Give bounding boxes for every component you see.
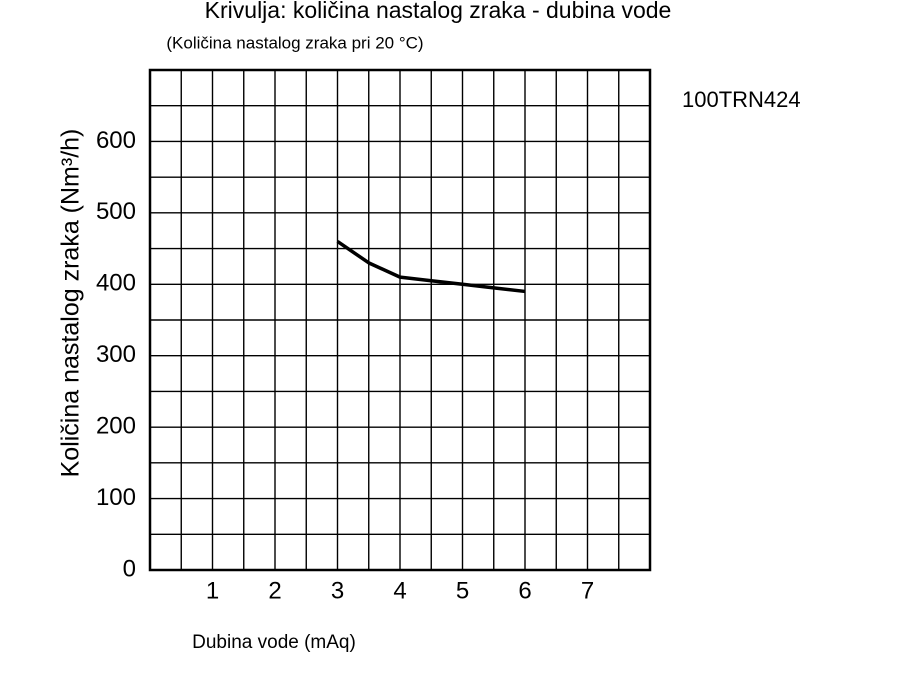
y-tick-label: 400: [96, 270, 136, 297]
x-tick-label: 7: [581, 577, 594, 604]
y-tick-label: 0: [123, 555, 136, 582]
y-tick-label: 200: [96, 412, 136, 439]
x-tick-label: 2: [268, 577, 281, 604]
x-tick-label: 6: [518, 577, 531, 604]
data-line: [336, 239, 526, 294]
chart-title: Krivulja: količina nastalog zraka - dubi…: [205, 0, 672, 23]
x-tick-label: 1: [206, 577, 219, 604]
x-tick-label: 4: [393, 577, 406, 604]
x-tick-label: 3: [331, 577, 344, 604]
annotation: 100TRN424: [682, 87, 801, 112]
x-axis-label: Dubina vode (mAq): [192, 632, 356, 653]
y-axis-label: Količina nastalog zraka (Nm³/h): [57, 129, 85, 478]
y-tick-label: 300: [96, 341, 136, 368]
y-tick-label: 500: [96, 198, 136, 225]
y-tick-label: 100: [96, 484, 136, 511]
x-tick-label: 5: [456, 577, 469, 604]
chart-subtitle: (Količina nastalog zraka pri 20 °C): [166, 33, 423, 52]
plot-frame: [148, 68, 652, 572]
y-tick-label: 600: [96, 127, 136, 154]
